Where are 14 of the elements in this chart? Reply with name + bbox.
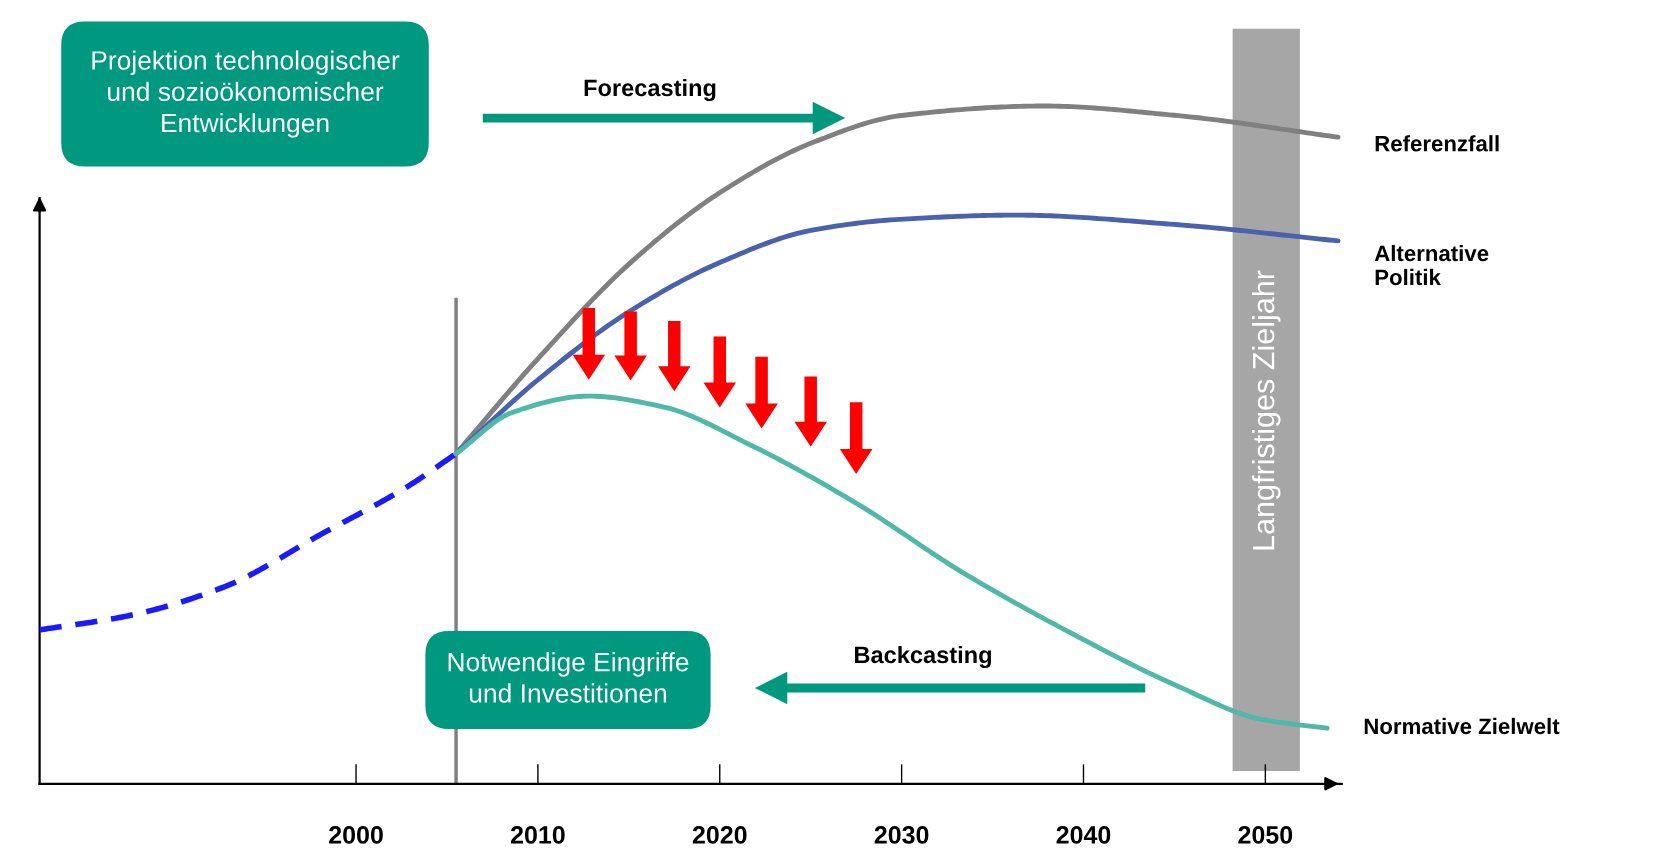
annotation: Projektion technologischer und sozioökonomischer Entwicklungen	[92, 50, 400, 138]
band-label: Langfristiges Zieljahr	[1252, 270, 1281, 550]
x-tick-label: 2000	[329, 826, 383, 844]
x-tick-label: 2030	[874, 826, 929, 844]
annotation: Notwendige Eingriffe und Investitionen	[448, 652, 689, 703]
x-tick-label: 2050	[1238, 826, 1293, 844]
x-tick-label: 2040	[1056, 826, 1111, 844]
series-label: Normative Zielwelt	[1364, 717, 1560, 735]
text: Forecasting	[584, 78, 716, 102]
series-label: Alternative Politik	[1374, 244, 1489, 286]
x-tick-label: 2020	[692, 826, 747, 844]
x-tick-label: 2010	[510, 826, 565, 844]
series-label: Referenzfall	[1375, 135, 1499, 152]
annotation: Backcasting	[855, 645, 991, 669]
